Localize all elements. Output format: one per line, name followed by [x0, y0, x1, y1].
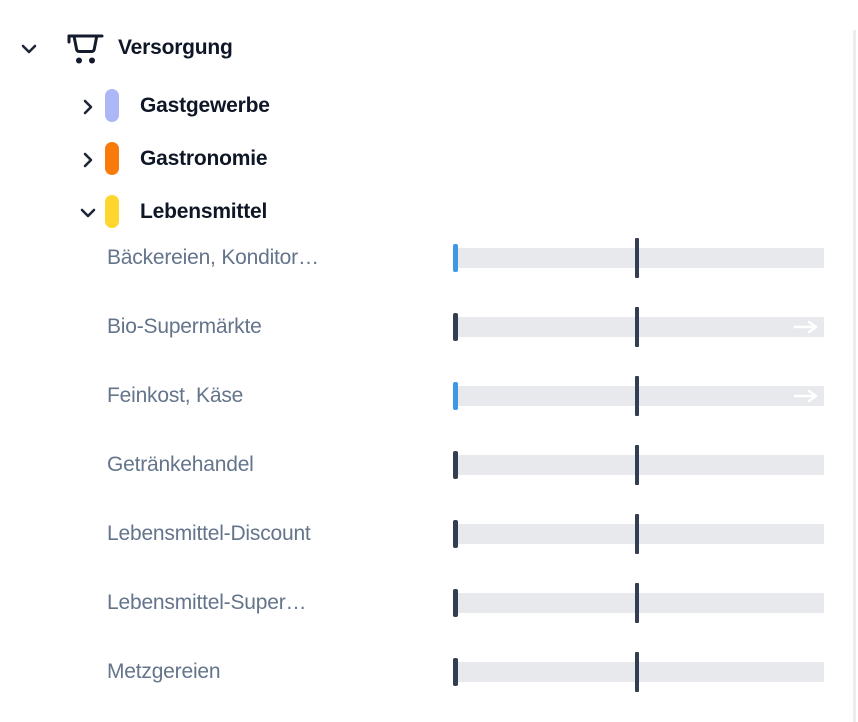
- tree-item-label: Versorgung: [118, 36, 233, 59]
- category-color-pill: [105, 195, 119, 228]
- benchmark-tick: [635, 376, 639, 416]
- chevron-down-icon[interactable]: [18, 38, 40, 60]
- bar-start-cap: [453, 520, 458, 548]
- category-row[interactable]: Metzgereien: [0, 652, 858, 692]
- benchmark-tick: [635, 583, 639, 623]
- benchmark-tick: [635, 445, 639, 485]
- benchmark-tick: [635, 307, 639, 347]
- benchmark-tick: [635, 238, 639, 278]
- tree-item-label: Gastgewerbe: [140, 94, 270, 117]
- category-color-pill: [105, 89, 119, 122]
- bar-track: [453, 445, 824, 485]
- chevron-down-icon[interactable]: [78, 203, 98, 223]
- bar-start-cap: [453, 589, 458, 617]
- tree-item-label: Gastronomie: [140, 147, 268, 170]
- overflow-arrow-icon: [793, 389, 818, 403]
- tree-item-label: Lebensmittel: [140, 200, 268, 223]
- category-label[interactable]: Feinkost, Käse: [107, 384, 244, 407]
- bar-track: [453, 376, 824, 416]
- bar-track: [453, 514, 824, 554]
- category-color-pill: [105, 142, 119, 175]
- category-row[interactable]: Bio-Supermärkte: [0, 307, 858, 347]
- category-label[interactable]: Bio-Supermärkte: [107, 315, 262, 338]
- bar-track: [453, 652, 824, 692]
- shopping-cart-icon: [64, 29, 106, 72]
- category-label[interactable]: Metzgereien: [107, 660, 221, 683]
- bar-track: [453, 307, 824, 347]
- bar-start-cap: [453, 658, 458, 686]
- category-row[interactable]: Bäckereien, Konditor…: [0, 238, 858, 278]
- category-label[interactable]: Bäckereien, Konditor…: [107, 246, 319, 269]
- panel-divider: [853, 30, 856, 722]
- category-label[interactable]: Getränkehandel: [107, 453, 254, 476]
- category-row[interactable]: Lebensmittel-Super…: [0, 583, 858, 623]
- bar-start-cap: [453, 313, 458, 341]
- overflow-arrow-icon: [793, 320, 818, 334]
- bar-track: [453, 238, 824, 278]
- benchmark-tick: [635, 652, 639, 692]
- category-label[interactable]: Lebensmittel-Super…: [107, 591, 307, 614]
- bar-track: [453, 583, 824, 623]
- category-row[interactable]: Feinkost, Käse: [0, 376, 858, 416]
- bar-start-cap: [453, 382, 458, 410]
- category-label[interactable]: Lebensmittel-Discount: [107, 522, 311, 545]
- category-row[interactable]: Lebensmittel-Discount: [0, 514, 858, 554]
- chevron-right-icon[interactable]: [78, 97, 98, 117]
- benchmark-tick: [635, 514, 639, 554]
- bar-start-cap: [453, 451, 458, 479]
- chevron-right-icon[interactable]: [78, 150, 98, 170]
- category-row[interactable]: Getränkehandel: [0, 445, 858, 485]
- bar-start-cap: [453, 244, 458, 272]
